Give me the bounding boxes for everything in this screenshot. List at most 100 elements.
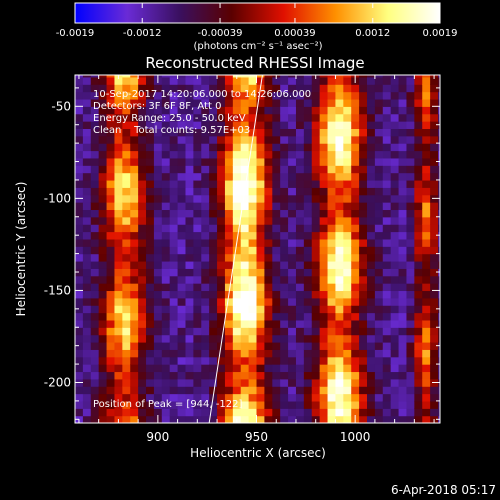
heatmap-cell <box>153 98 163 107</box>
heatmap-cell <box>438 386 440 395</box>
heatmap-cell <box>398 224 408 233</box>
heatmap-cell <box>209 202 218 211</box>
heatmap-cell <box>153 121 163 129</box>
heatmap-cell <box>201 415 210 423</box>
heatmap-cell <box>390 76 400 85</box>
heatmap-cell <box>138 400 147 409</box>
heatmap-cell <box>75 260 84 269</box>
heatmap-cell <box>351 319 360 328</box>
heatmap-cell <box>430 290 439 299</box>
heatmap-cell <box>114 106 123 115</box>
heatmap-cell <box>169 106 179 115</box>
heatmap-cell <box>351 290 360 299</box>
heatmap-cell <box>122 98 131 107</box>
heatmap-cell <box>169 224 179 233</box>
heatmap-cells <box>75 75 440 423</box>
heatmap-cell <box>374 91 384 100</box>
heatmap-cell <box>209 216 218 225</box>
heatmap-cell <box>106 246 116 255</box>
heatmap-cell <box>414 157 423 166</box>
heatmap-cell <box>122 341 131 350</box>
heatmap-cell <box>201 172 210 181</box>
heatmap-cell <box>138 260 147 269</box>
heatmap-cell <box>327 76 337 85</box>
heatmap-cell <box>161 209 171 218</box>
heatmap-cell <box>295 231 305 240</box>
heatmap-cell <box>240 106 250 115</box>
heatmap-cell <box>295 113 305 122</box>
heatmap-cell <box>82 334 92 343</box>
heatmap-cell <box>130 356 139 365</box>
heatmap-cell <box>201 179 210 188</box>
heatmap-cell <box>75 334 84 343</box>
heatmap-cell <box>327 187 337 196</box>
heatmap-cell <box>201 75 210 78</box>
heatmap-cell <box>169 187 179 196</box>
heatmap-cell <box>390 157 400 166</box>
heatmap-cell <box>240 224 250 233</box>
heatmap-cell <box>177 268 187 277</box>
heatmap-cell <box>106 290 116 299</box>
heatmap-cell <box>138 216 147 225</box>
heatmap-cell <box>106 253 116 262</box>
heatmap-cell <box>256 216 265 225</box>
heatmap-cell <box>209 165 218 174</box>
heatmap-cell <box>335 305 344 314</box>
heatmap-cell <box>438 297 440 306</box>
heatmap-cell <box>406 334 415 343</box>
heatmap-cell <box>319 400 329 409</box>
heatmap-cell <box>351 128 360 137</box>
heatmap-cell <box>319 341 329 350</box>
heatmap-cell <box>138 179 147 188</box>
heatmap-cell <box>295 297 305 306</box>
heatmap-cell <box>193 106 202 115</box>
heatmap-cell <box>209 157 218 166</box>
heatmap-cell <box>264 98 273 107</box>
heatmap-cell <box>374 297 384 306</box>
heatmap-cell <box>319 378 329 387</box>
heatmap-cell <box>327 135 337 144</box>
heatmap-cell <box>185 179 194 188</box>
heatmap-cell <box>414 290 423 299</box>
heatmap-cell <box>406 393 415 402</box>
heatmap-cell <box>367 157 376 166</box>
heatmap-cell <box>209 408 218 417</box>
heatmap-cell <box>398 334 408 343</box>
heatmap-cell <box>256 231 265 240</box>
heatmap-cell <box>382 283 392 292</box>
heatmap-cell <box>209 386 218 395</box>
heatmap-cell <box>240 98 250 107</box>
heatmap-cell <box>240 238 250 247</box>
heatmap-cell <box>82 75 92 78</box>
heatmap-cell <box>114 172 123 181</box>
heatmap-cell <box>224 327 234 336</box>
peak-position-label: Position of Peak = [944, -122] <box>93 399 242 410</box>
heatmap-cell <box>98 128 108 137</box>
heatmap-cell <box>82 113 92 122</box>
heatmap-cell <box>280 172 289 181</box>
heatmap-cell <box>327 75 337 78</box>
heatmap-cell <box>240 113 250 122</box>
heatmap-cell <box>248 334 258 343</box>
heatmap-cell <box>75 356 84 365</box>
heatmap-cell <box>303 290 313 299</box>
heatmap-cell <box>185 327 194 336</box>
heatmap-cell <box>422 135 431 144</box>
heatmap-cell <box>319 268 329 277</box>
heatmap-cell <box>351 253 360 262</box>
heatmap-cell <box>98 202 108 211</box>
heatmap-cell <box>138 84 147 93</box>
heatmap-cell <box>414 371 423 380</box>
heatmap-cell <box>390 231 400 240</box>
heatmap-cell <box>351 84 360 93</box>
heatmap-cell <box>280 334 289 343</box>
heatmap-cell <box>264 216 273 225</box>
heatmap-cell <box>311 194 321 203</box>
heatmap-cell <box>217 349 226 358</box>
heatmap-cell <box>295 91 305 100</box>
heatmap-cell <box>414 172 423 181</box>
heatmap-cell <box>248 84 258 93</box>
heatmap-cell <box>438 349 440 358</box>
heatmap-cell <box>138 157 147 166</box>
heatmap-cell <box>185 202 194 211</box>
